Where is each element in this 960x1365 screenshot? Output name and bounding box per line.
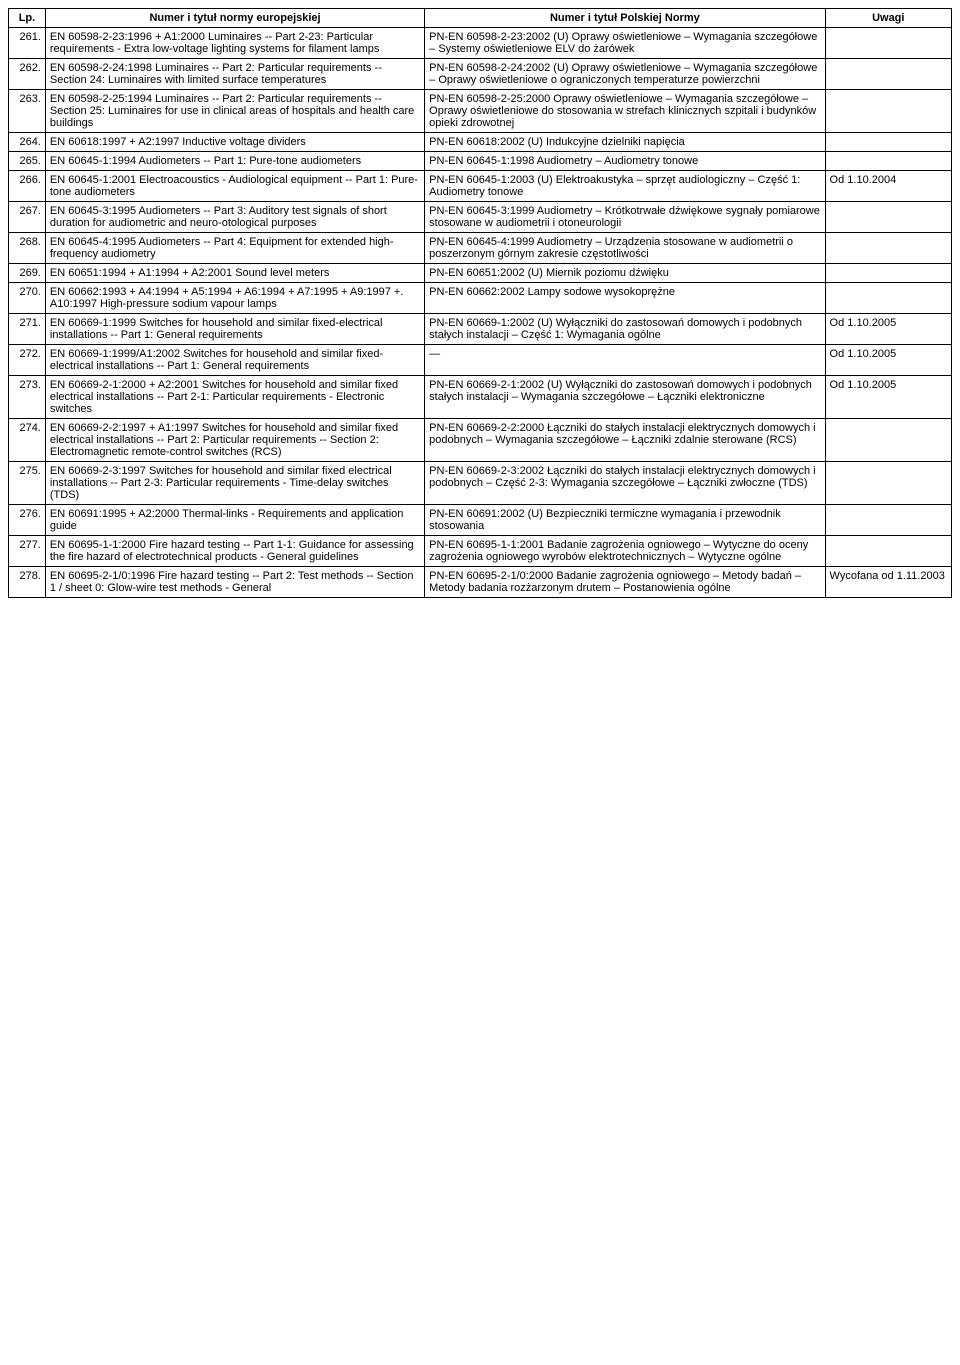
pn-cell: PN-EN 60598-2-25:2000 Oprawy oświetlenio… [425, 90, 825, 133]
table-row: 278.EN 60695-2-1/0:1996 Fire hazard test… [9, 567, 952, 598]
table-row: 261.EN 60598-2-23:1996 + A1:2000 Luminai… [9, 28, 952, 59]
lp-cell: 273. [9, 376, 46, 419]
table-row: 270.EN 60662:1993 + A4:1994 + A5:1994 + … [9, 283, 952, 314]
en-cell: EN 60669-2-2:1997 + A1:1997 Switches for… [45, 419, 424, 462]
en-cell: EN 60598-2-24:1998 Luminaires -- Part 2:… [45, 59, 424, 90]
uw-cell: Od 1.10.2005 [825, 376, 951, 419]
en-cell: EN 60645-1:1994 Audiometers -- Part 1: P… [45, 152, 424, 171]
uw-cell: Od 1.10.2005 [825, 314, 951, 345]
pn-cell: PN-EN 60691:2002 (U) Bezpieczniki termic… [425, 505, 825, 536]
table-row: 267.EN 60645-3:1995 Audiometers -- Part … [9, 202, 952, 233]
table-row: 268.EN 60645-4:1995 Audiometers -- Part … [9, 233, 952, 264]
pn-cell: PN-EN 60598-2-23:2002 (U) Oprawy oświetl… [425, 28, 825, 59]
en-cell: EN 60645-3:1995 Audiometers -- Part 3: A… [45, 202, 424, 233]
pn-cell: PN-EN 60618:2002 (U) Indukcyjne dzielnik… [425, 133, 825, 152]
lp-cell: 264. [9, 133, 46, 152]
table-row: 266.EN 60645-1:2001 Electroacoustics - A… [9, 171, 952, 202]
pn-cell: PN-EN 60669-2-1:2002 (U) Wyłączniki do z… [425, 376, 825, 419]
en-cell: EN 60695-2-1/0:1996 Fire hazard testing … [45, 567, 424, 598]
pn-cell: PN-EN 60645-1:2003 (U) Elektroakustyka –… [425, 171, 825, 202]
pn-cell: PN-EN 60669-2-2:2000 Łączniki do stałych… [425, 419, 825, 462]
pn-cell: — [425, 345, 825, 376]
pn-cell: PN-EN 60598-2-24:2002 (U) Oprawy oświetl… [425, 59, 825, 90]
col-pn: Numer i tytuł Polskiej Normy [425, 9, 825, 28]
pn-cell: PN-EN 60645-4:1999 Audiometry – Urządzen… [425, 233, 825, 264]
uw-cell [825, 264, 951, 283]
lp-cell: 261. [9, 28, 46, 59]
header-row: Lp. Numer i tytuł normy europejskiej Num… [9, 9, 952, 28]
en-cell: EN 60669-2-3:1997 Switches for household… [45, 462, 424, 505]
uw-cell [825, 133, 951, 152]
lp-cell: 271. [9, 314, 46, 345]
table-row: 264.EN 60618:1997 + A2:1997 Inductive vo… [9, 133, 952, 152]
uw-cell [825, 233, 951, 264]
uw-cell: Wycofana od 1.11.2003 [825, 567, 951, 598]
col-lp: Lp. [9, 9, 46, 28]
uw-cell [825, 536, 951, 567]
table-row: 263.EN 60598-2-25:1994 Luminaires -- Par… [9, 90, 952, 133]
uw-cell [825, 90, 951, 133]
col-uw: Uwagi [825, 9, 951, 28]
en-cell: EN 60669-1:1999 Switches for household a… [45, 314, 424, 345]
table-row: 265.EN 60645-1:1994 Audiometers -- Part … [9, 152, 952, 171]
en-cell: EN 60669-2-1:2000 + A2:2001 Switches for… [45, 376, 424, 419]
lp-cell: 266. [9, 171, 46, 202]
table-row: 273.EN 60669-2-1:2000 + A2:2001 Switches… [9, 376, 952, 419]
uw-cell [825, 419, 951, 462]
en-cell: EN 60645-4:1995 Audiometers -- Part 4: E… [45, 233, 424, 264]
lp-cell: 277. [9, 536, 46, 567]
lp-cell: 272. [9, 345, 46, 376]
standards-table: Lp. Numer i tytuł normy europejskiej Num… [8, 8, 952, 598]
en-cell: EN 60598-2-23:1996 + A1:2000 Luminaires … [45, 28, 424, 59]
lp-cell: 268. [9, 233, 46, 264]
lp-cell: 270. [9, 283, 46, 314]
lp-cell: 275. [9, 462, 46, 505]
lp-cell: 265. [9, 152, 46, 171]
pn-cell: PN-EN 60651:2002 (U) Miernik poziomu dźw… [425, 264, 825, 283]
table-row: 277.EN 60695-1-1:2000 Fire hazard testin… [9, 536, 952, 567]
pn-cell: PN-EN 60695-1-1:2001 Badanie zagrożenia … [425, 536, 825, 567]
uw-cell [825, 59, 951, 90]
table-row: 262.EN 60598-2-24:1998 Luminaires -- Par… [9, 59, 952, 90]
uw-cell [825, 202, 951, 233]
table-row: 271.EN 60669-1:1999 Switches for househo… [9, 314, 952, 345]
pn-cell: PN-EN 60669-2-3:2002 Łączniki do stałych… [425, 462, 825, 505]
en-cell: EN 60598-2-25:1994 Luminaires -- Part 2:… [45, 90, 424, 133]
en-cell: EN 60695-1-1:2000 Fire hazard testing --… [45, 536, 424, 567]
uw-cell: Od 1.10.2005 [825, 345, 951, 376]
en-cell: EN 60662:1993 + A4:1994 + A5:1994 + A6:1… [45, 283, 424, 314]
lp-cell: 267. [9, 202, 46, 233]
col-en: Numer i tytuł normy europejskiej [45, 9, 424, 28]
en-cell: EN 60645-1:2001 Electroacoustics - Audio… [45, 171, 424, 202]
lp-cell: 263. [9, 90, 46, 133]
pn-cell: PN-EN 60662:2002 Lampy sodowe wysokopręż… [425, 283, 825, 314]
en-cell: EN 60651:1994 + A1:1994 + A2:2001 Sound … [45, 264, 424, 283]
pn-cell: PN-EN 60645-1:1998 Audiometry – Audiomet… [425, 152, 825, 171]
lp-cell: 278. [9, 567, 46, 598]
uw-cell [825, 28, 951, 59]
pn-cell: PN-EN 60669-1:2002 (U) Wyłączniki do zas… [425, 314, 825, 345]
uw-cell: Od 1.10.2004 [825, 171, 951, 202]
en-cell: EN 60691:1995 + A2:2000 Thermal-links - … [45, 505, 424, 536]
lp-cell: 262. [9, 59, 46, 90]
lp-cell: 269. [9, 264, 46, 283]
uw-cell [825, 152, 951, 171]
uw-cell [825, 505, 951, 536]
uw-cell [825, 462, 951, 505]
lp-cell: 276. [9, 505, 46, 536]
en-cell: EN 60669-1:1999/A1:2002 Switches for hou… [45, 345, 424, 376]
table-row: 275.EN 60669-2-3:1997 Switches for house… [9, 462, 952, 505]
pn-cell: PN-EN 60645-3:1999 Audiometry – Krótkotr… [425, 202, 825, 233]
table-row: 274.EN 60669-2-2:1997 + A1:1997 Switches… [9, 419, 952, 462]
pn-cell: PN-EN 60695-2-1/0:2000 Badanie zagrożeni… [425, 567, 825, 598]
table-row: 276.EN 60691:1995 + A2:2000 Thermal-link… [9, 505, 952, 536]
lp-cell: 274. [9, 419, 46, 462]
table-row: 272.EN 60669-1:1999/A1:2002 Switches for… [9, 345, 952, 376]
en-cell: EN 60618:1997 + A2:1997 Inductive voltag… [45, 133, 424, 152]
table-row: 269.EN 60651:1994 + A1:1994 + A2:2001 So… [9, 264, 952, 283]
uw-cell [825, 283, 951, 314]
